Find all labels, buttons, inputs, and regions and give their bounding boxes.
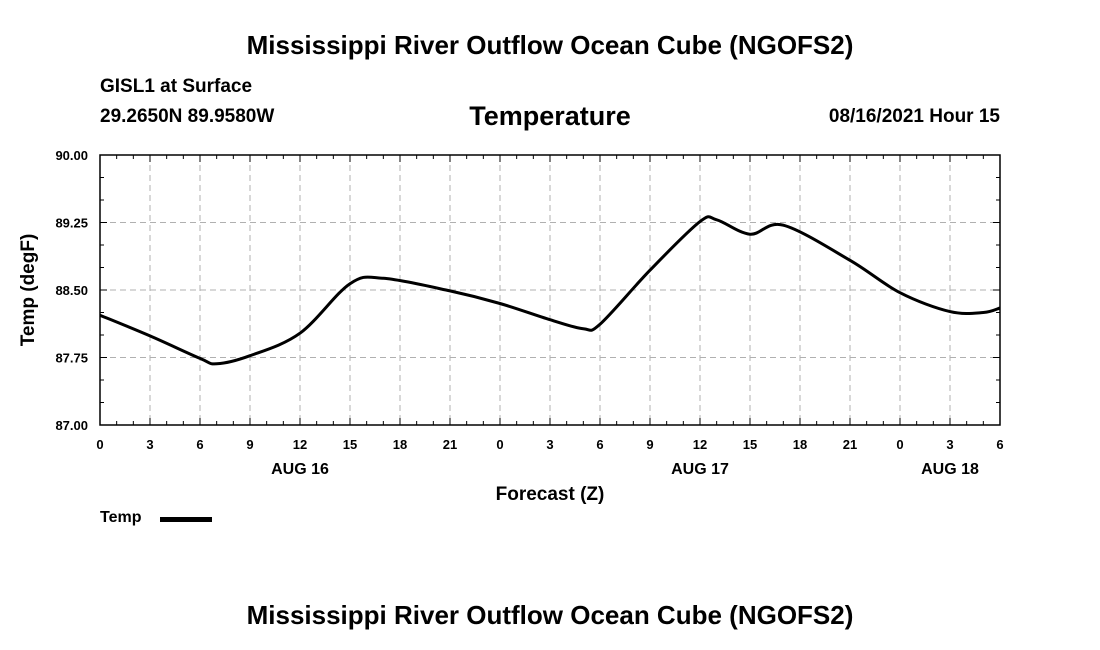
- legend-line-swatch: [160, 517, 212, 522]
- x-tick-label: 6: [996, 437, 1003, 452]
- x-tick-label: 18: [393, 437, 407, 452]
- plot-frame: [99, 154, 1001, 426]
- x-tick-label: 0: [896, 437, 903, 452]
- chart-footer-title: Mississippi River Outflow Ocean Cube (NG…: [246, 600, 854, 630]
- x-tick-label: 12: [693, 437, 707, 452]
- station-label: GISL1 at Surface: [100, 76, 253, 97]
- legend-label: Temp: [100, 509, 142, 526]
- x-tick-label: 15: [343, 437, 357, 452]
- x-tick-label: 6: [596, 437, 603, 452]
- x-tick-label: 3: [146, 437, 153, 452]
- y-tick-label: 87.00: [55, 418, 88, 433]
- x-tick-label: 18: [793, 437, 807, 452]
- station-coords: 29.2650N 89.9580W: [100, 106, 275, 127]
- x-tick-label: 9: [246, 437, 253, 452]
- y-axis-label: Temp (degF): [18, 234, 39, 347]
- y-tick-label: 90.00: [55, 148, 88, 163]
- x-tick-label: 6: [196, 437, 203, 452]
- y-tick-label: 87.75: [55, 351, 88, 366]
- x-tick-label: 0: [496, 437, 503, 452]
- x-tick-label: 0: [96, 437, 103, 452]
- x-tick-label: 9: [646, 437, 653, 452]
- x-tick-label: 21: [443, 437, 457, 452]
- day-label: AUG 16: [271, 461, 329, 478]
- x-tick-label: 3: [546, 437, 553, 452]
- forecast-datetime: 08/16/2021 Hour 15: [828, 106, 1000, 127]
- chart-main-title: Mississippi River Outflow Ocean Cube (NG…: [246, 30, 854, 60]
- x-tick-label: 15: [743, 437, 757, 452]
- day-label: AUG 18: [921, 461, 979, 478]
- x-tick-label: 21: [843, 437, 857, 452]
- y-tick-label: 89.25: [55, 216, 88, 231]
- y-tick-label: 88.50: [55, 283, 88, 298]
- chart-subtitle: Temperature: [469, 101, 631, 131]
- day-label: AUG 17: [671, 461, 729, 478]
- x-tick-label: 3: [946, 437, 953, 452]
- x-tick-label: 12: [293, 437, 307, 452]
- x-axis-label: Forecast (Z): [496, 484, 605, 505]
